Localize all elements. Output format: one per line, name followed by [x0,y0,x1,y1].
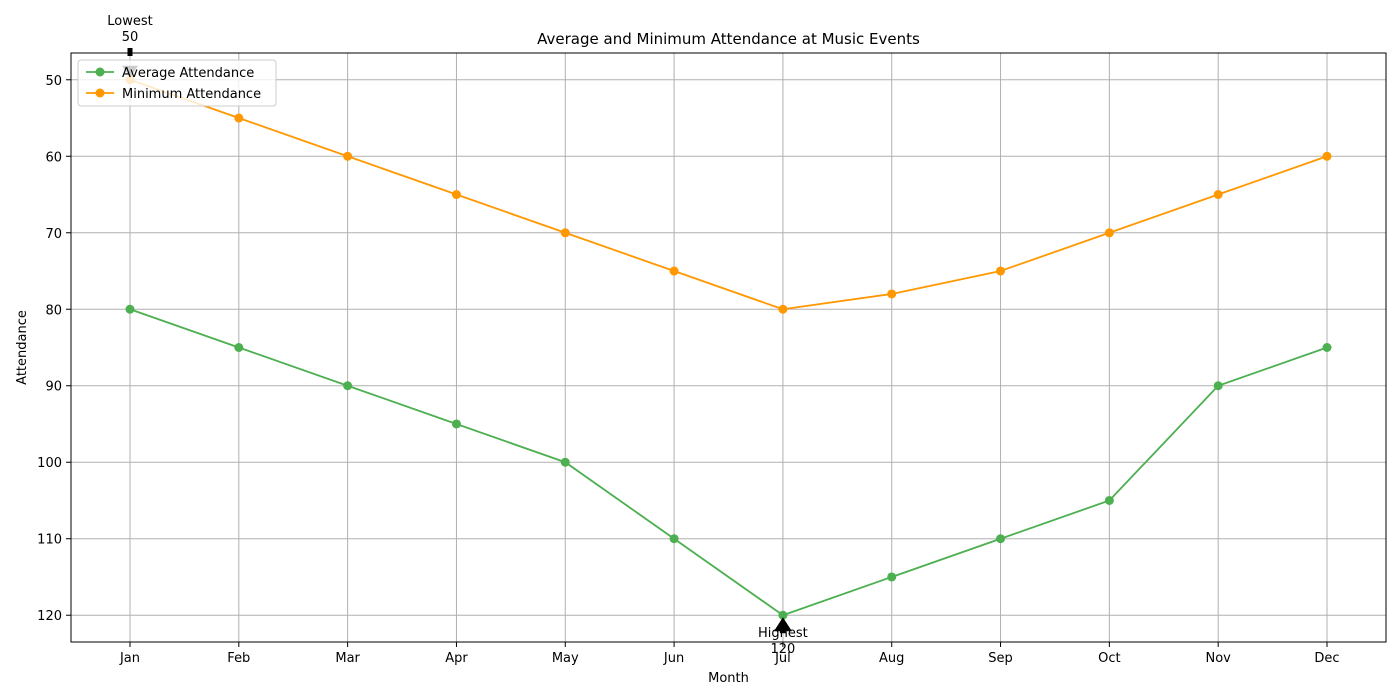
data-point [451,190,461,200]
x-tick-label: Jun [663,651,684,666]
x-tick-label: Jul [774,651,791,666]
data-point [1322,343,1332,352]
data-point [1104,495,1114,505]
annotation-arrow-head [773,617,792,632]
x-tick-label: Nov [1205,651,1231,666]
y-tick-label: 110 [37,533,62,548]
legend-swatch-marker [95,88,105,98]
data-point [560,457,570,467]
x-tick-label: Oct [1098,651,1120,666]
data-point [234,343,244,352]
series-line [129,308,1328,617]
annotation-value: 120 [770,642,795,657]
data-point [451,419,461,429]
y-tick-label: 80 [45,303,62,318]
y-tick-label: 100 [37,456,62,471]
y-tick-label: 90 [45,380,62,395]
x-tick-label: Dec [1314,651,1339,666]
y-tick-label: 120 [37,609,62,624]
x-axis-label: Month [708,671,749,686]
data-point [1104,228,1114,238]
annotation-label: Lowest [107,14,152,29]
data-point [1213,190,1223,200]
plot-frame [70,52,1387,643]
series-layer [125,75,1332,620]
data-point [125,304,135,314]
data-point [343,151,353,161]
chart-title: Average and Minimum Attendance at Music … [537,30,920,48]
y-tick-label: 70 [45,227,62,242]
x-tick-label: Feb [227,651,250,666]
data-point [996,266,1006,276]
x-tick-label: Aug [879,651,904,666]
data-point [887,289,897,299]
annotation-arrow-shaft [127,48,133,56]
legend: Average Attendance Minimum Attendance [77,59,277,107]
x-tick-label: Jan [119,651,140,666]
y-tick-label: 60 [45,150,62,165]
data-point [1213,381,1223,391]
data-point [996,534,1006,544]
ticks: Jan Feb Mar Apr May Jun Jul Aug Sep Oct Nov Dec 50 60… [37,74,1339,666]
x-tick-label: Apr [445,651,468,666]
data-point [560,228,570,238]
legend-box [77,59,277,107]
legend-label: Minimum Attendance [122,87,261,102]
data-point [669,266,679,276]
grid [71,53,1386,642]
x-tick-label: May [552,651,579,666]
data-point [343,381,353,391]
series-line [129,78,1328,311]
legend-label: Average Attendance [122,66,254,81]
data-point [1322,151,1332,161]
data-point [234,113,244,123]
x-tick-label: Mar [335,651,360,666]
annotation-label: Highest [758,626,808,641]
data-point [887,572,897,582]
data-point [669,534,679,544]
y-tick-label: 50 [45,74,62,89]
x-tick-label: Sep [988,651,1013,666]
y-axis-label: Attendance [15,310,30,385]
annotation-arrow-shaft [779,629,786,634]
legend-swatch-marker [95,67,105,77]
annotation-value: 50 [122,30,139,45]
data-point [778,304,788,314]
data-point [778,610,788,620]
